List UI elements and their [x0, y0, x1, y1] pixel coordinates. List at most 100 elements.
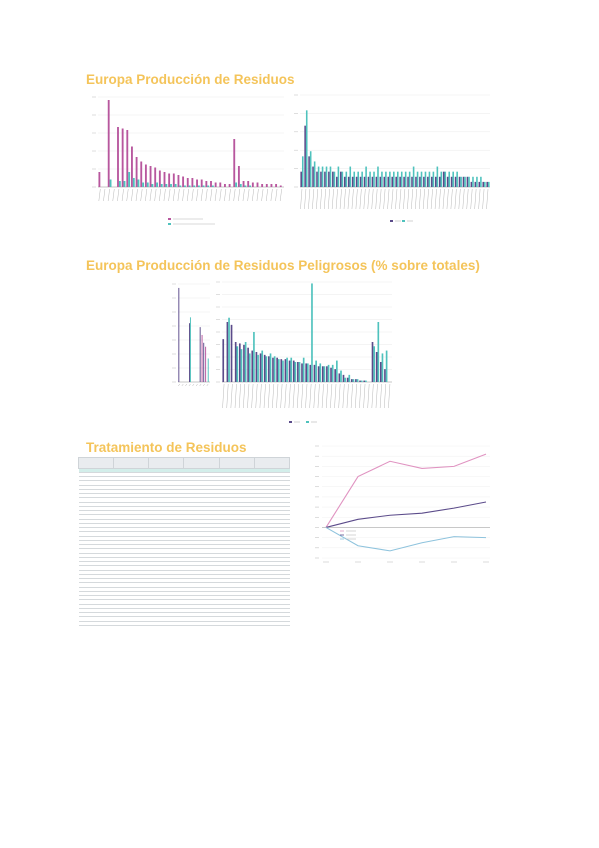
table-cell	[183, 519, 220, 524]
bar	[350, 379, 353, 382]
table-cell	[183, 616, 220, 622]
bar	[391, 176, 394, 187]
table-cell	[78, 523, 114, 529]
table-cell	[148, 587, 184, 592]
table-cell	[78, 561, 114, 567]
table-cell	[219, 540, 255, 546]
table-cell	[78, 497, 114, 503]
table-cell	[183, 553, 220, 558]
bar	[333, 171, 336, 187]
table-cell	[183, 570, 220, 575]
table-row	[78, 527, 290, 533]
table-cell	[78, 536, 114, 541]
bar	[332, 171, 334, 187]
x-tick-label-mark	[305, 383, 308, 409]
table-cell	[183, 476, 220, 482]
table-cell	[254, 480, 290, 486]
table-cell	[219, 531, 255, 537]
bar	[371, 342, 374, 382]
x-tick-label-mark	[279, 188, 282, 202]
bar	[387, 176, 390, 187]
bar	[149, 166, 152, 187]
table-row	[78, 604, 290, 609]
bar	[377, 322, 380, 382]
bar	[328, 171, 330, 187]
table-cell	[113, 510, 149, 516]
bar	[375, 176, 378, 187]
table-cell	[219, 472, 255, 478]
bar	[280, 359, 283, 382]
x-tick-label-mark	[238, 383, 241, 409]
table-cell	[113, 557, 149, 563]
bar	[207, 185, 210, 187]
x-tick-label-mark	[192, 383, 195, 387]
table-cell	[183, 604, 220, 609]
x-tick-label-mark	[272, 383, 275, 409]
legend-swatch	[306, 421, 309, 423]
bar	[442, 171, 445, 187]
x-tick-label-mark	[415, 188, 418, 210]
bar	[121, 128, 124, 187]
bar	[98, 172, 101, 187]
x-tick-label-mark	[288, 383, 291, 409]
table-row	[78, 582, 290, 588]
bar	[301, 156, 304, 187]
bar	[381, 171, 383, 187]
bar	[237, 166, 240, 187]
bar	[224, 184, 226, 187]
table-cell	[113, 565, 149, 571]
table-cell	[78, 570, 114, 575]
x-tick-label-mark	[103, 188, 106, 202]
bar	[336, 176, 338, 187]
x-tick-label-mark	[265, 188, 268, 202]
table-cell	[219, 485, 255, 490]
bar	[235, 182, 238, 187]
bar	[205, 346, 207, 382]
bar	[197, 185, 200, 187]
table-cell	[148, 493, 184, 499]
table-cell	[219, 506, 255, 512]
table-cell	[113, 561, 149, 567]
x-tick-label-mark	[206, 383, 209, 387]
bar	[261, 350, 264, 382]
bar	[454, 176, 457, 187]
chart-waste-production-per-capita	[294, 94, 490, 222]
table-cell	[254, 523, 290, 529]
bar	[294, 362, 297, 382]
bar	[320, 171, 322, 187]
table-cell	[148, 548, 184, 554]
x-tick-label-mark	[371, 383, 374, 409]
x-tick-label-mark	[196, 188, 199, 202]
bar	[470, 181, 473, 187]
table-cell	[254, 621, 290, 626]
heading-residuos-peligrosos: Europa Producción de Residuos Peligrosos…	[86, 258, 480, 273]
bar	[207, 358, 209, 382]
bar	[383, 176, 386, 187]
table-cell	[254, 544, 290, 550]
bar	[259, 353, 262, 382]
table-cell	[219, 544, 255, 550]
bar	[446, 176, 449, 187]
table-cell	[113, 476, 149, 482]
bar	[330, 367, 332, 382]
table-cell	[219, 604, 255, 609]
bar	[184, 185, 186, 187]
x-tick-label-mark	[430, 188, 433, 210]
table-cell	[148, 557, 184, 563]
table-row	[78, 544, 290, 550]
bar	[311, 283, 313, 382]
bar	[436, 166, 439, 187]
bar	[297, 362, 299, 382]
bar	[321, 366, 324, 382]
table-header	[148, 457, 185, 469]
x-tick-label-mark	[224, 188, 227, 202]
x-tick-label-mark	[135, 188, 138, 202]
table-cell	[254, 548, 290, 554]
table-cell	[148, 472, 184, 478]
bar	[324, 171, 326, 187]
bar	[302, 357, 305, 382]
table-cell	[78, 527, 114, 533]
table-cell	[113, 536, 149, 541]
x-tick-label-mark	[474, 188, 477, 210]
x-tick-label-mark	[422, 188, 425, 210]
